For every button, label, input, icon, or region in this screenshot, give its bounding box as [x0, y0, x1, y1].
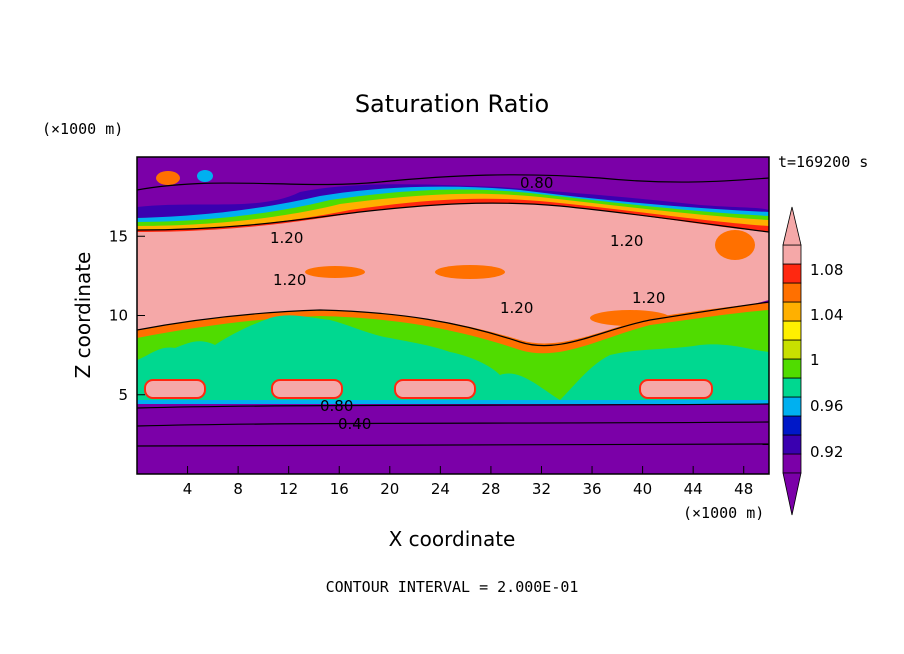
contour-label: 0.80: [520, 174, 553, 192]
colorbar-segment: [782, 282, 802, 303]
x-tick-label: 36: [582, 480, 601, 498]
colorbar-segment: [782, 358, 802, 379]
colorbar-segment: [782, 415, 802, 436]
colorbar-label: 1: [810, 351, 820, 369]
contour-label: 1.20: [273, 271, 306, 289]
colorbar-label: 1.08: [810, 261, 843, 279]
colorbar-segment: [782, 396, 802, 417]
y-axis-label: Z coordinate: [71, 252, 95, 379]
x-tick-label: 20: [380, 480, 399, 498]
colorbar: 1.08 1.04 1 0.96 0.92: [782, 206, 843, 516]
colorbar-segment: [782, 320, 802, 341]
x-unit-label: (×1000 m): [683, 504, 764, 522]
contour-label: 1.20: [270, 229, 303, 247]
x-tick-label: 28: [481, 480, 500, 498]
colorbar-segment: [782, 301, 802, 322]
colorbar-segment: [782, 377, 802, 398]
colorbar-arrow-bottom: [782, 472, 802, 516]
x-tick-label: 24: [431, 480, 450, 498]
x-tick-label: 40: [633, 480, 652, 498]
x-tick-label: 16: [330, 480, 349, 498]
time-label: t=169200 s: [778, 153, 868, 171]
z-unit-label: (×1000 m): [42, 120, 123, 138]
chart-title: Saturation Ratio: [355, 90, 549, 118]
contour-label: 0.80: [320, 397, 353, 415]
x-tick-label: 48: [734, 480, 753, 498]
x-tick-label: 44: [684, 480, 703, 498]
colorbar-segment: [782, 453, 802, 474]
contour-label: 1.20: [632, 289, 665, 307]
y-axis: 5 10 15: [109, 227, 145, 404]
contour-label: 1.20: [500, 299, 533, 317]
contour-label: 0.40: [338, 415, 371, 433]
colorbar-segment: [782, 339, 802, 360]
x-axis-label: X coordinate: [389, 527, 516, 551]
x-axis: 4 8 12 16 20 24 28 32 36 40 44 48: [183, 466, 753, 498]
y-tick-label: 15: [109, 227, 128, 245]
colorbar-arrow-top: [782, 206, 802, 246]
saturation-field: [137, 157, 769, 474]
y-tick-label: 10: [109, 307, 128, 325]
x-tick-label: 12: [279, 480, 298, 498]
colorbar-segment: [782, 263, 802, 284]
colorbar-segment: [782, 434, 802, 455]
colorbar-label: 1.04: [810, 306, 843, 324]
y-tick-label: 5: [118, 386, 128, 404]
colorbar-label: 0.96: [810, 397, 843, 415]
colorbar-segment: [782, 244, 802, 265]
x-tick-label: 32: [532, 480, 551, 498]
x-tick-label: 8: [233, 480, 243, 498]
x-tick-label: 4: [183, 480, 193, 498]
contour-interval-note: CONTOUR INTERVAL = 2.000E-01: [326, 578, 579, 596]
colorbar-label: 0.92: [810, 443, 843, 461]
contour-label: 1.20: [610, 232, 643, 250]
